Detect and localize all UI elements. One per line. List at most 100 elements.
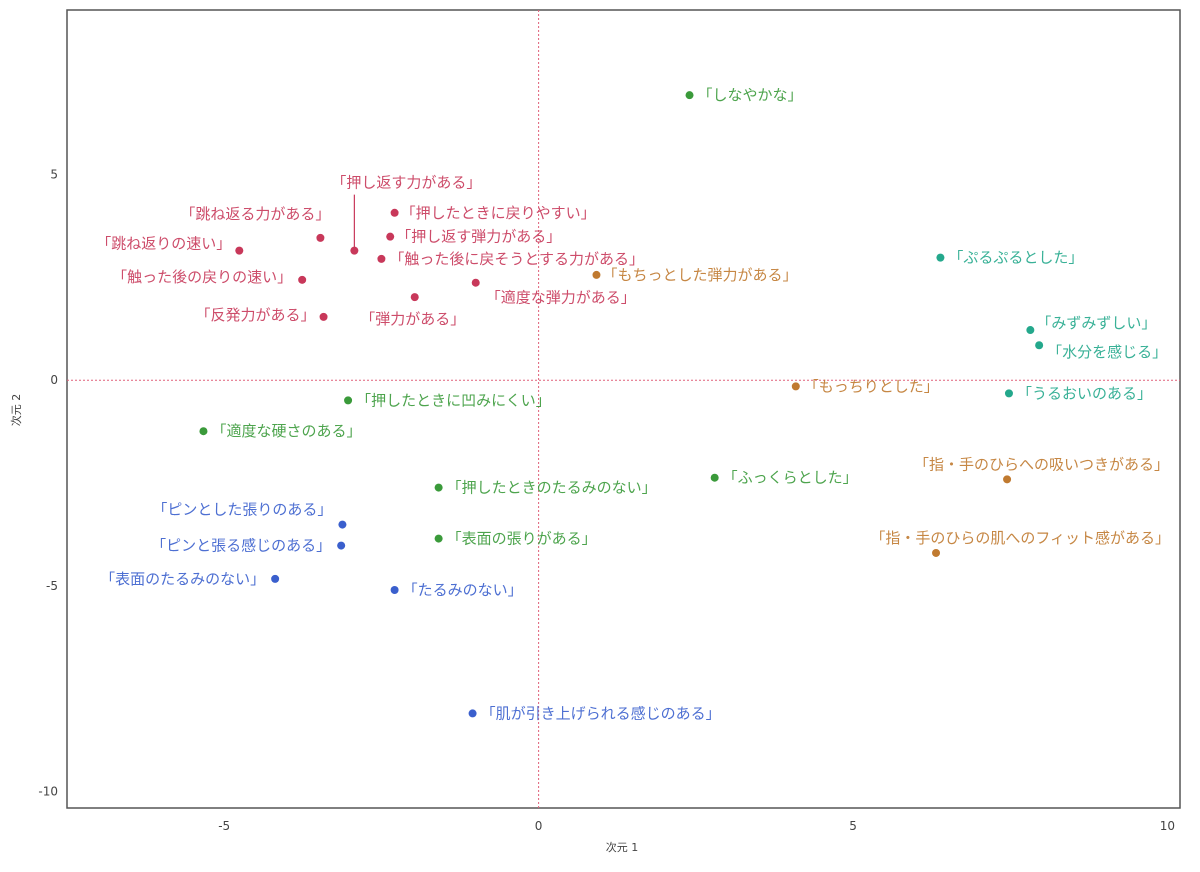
data-point: 「ピンとした張りのある」: [152, 501, 347, 529]
point-marker: [350, 246, 359, 255]
data-point: 「水分を感じる」: [1035, 341, 1167, 361]
data-point: 「押し返す力がある」: [331, 174, 481, 255]
y-tick-label: 5: [50, 168, 58, 182]
data-point: 「指・手のひらへの吸いつきがある」: [914, 455, 1169, 484]
point-label: 「反発力がある」: [196, 306, 316, 324]
point-label: 「ぷるぷるとした」: [948, 249, 1083, 267]
data-point: 「押したときのたるみのない」: [434, 479, 657, 497]
data-point: 「表面のたるみのない」: [100, 570, 280, 588]
data-point: 「みずみずしい」: [1026, 314, 1156, 335]
point-marker: [319, 312, 328, 321]
point-label: 「ふっくらとした」: [723, 469, 858, 487]
point-label: 「押し返す力がある」: [331, 174, 481, 192]
data-point: 「うるおいのある」: [1004, 384, 1152, 402]
point-label: 「たるみのない」: [403, 581, 523, 599]
x-tick-label: -5: [218, 819, 230, 833]
data-point: 「もちっとした弾力がある」: [592, 266, 797, 284]
data-point: 「しなやかな」: [685, 86, 803, 104]
y-tick-label: -5: [46, 579, 58, 593]
point-label: 「ピンと張る感じのある」: [151, 537, 331, 555]
data-point: 「ピンと張る感じのある」: [151, 537, 346, 555]
point-marker: [471, 278, 480, 287]
point-marker: [592, 270, 601, 279]
point-label: 「押したときのたるみのない」: [447, 479, 657, 497]
point-marker: [235, 246, 244, 255]
data-point: 「指・手のひらの肌へのフィット感がある」: [870, 529, 1170, 557]
point-label: 「押したときに戻りやすい」: [401, 204, 596, 222]
data-point: 「触った後の戻りの速い」: [112, 268, 307, 286]
point-marker: [199, 427, 208, 436]
point-label: 「もちっとした弾力がある」: [602, 266, 797, 284]
point-marker: [344, 396, 353, 405]
point-label: 「跳ね返りの速い」: [96, 235, 231, 253]
point-label: 「肌が引き上げられる感じのある」: [481, 704, 721, 722]
data-point: 「触った後に戻そうとする力がある」: [377, 250, 644, 268]
point-marker: [1035, 341, 1044, 350]
point-label: 「触った後の戻りの速い」: [112, 268, 292, 286]
point-marker: [316, 233, 325, 242]
point-label: 「指・手のひらへの吸いつきがある」: [914, 455, 1169, 473]
data-point: 「押したときに凹みにくい」: [344, 391, 551, 409]
axis-ticks: -5 0 5 10 -10 -5 0 5: [38, 168, 1175, 833]
point-marker: [386, 232, 395, 241]
data-point: 「ぷるぷるとした」: [936, 249, 1083, 267]
y-axis-title: 次元 2: [9, 394, 23, 427]
point-marker: [1003, 475, 1012, 484]
point-label: 「水分を感じる」: [1047, 343, 1167, 361]
point-label: 「弾力がある」: [360, 310, 465, 328]
data-point: 「押し返す弾力がある」: [386, 228, 561, 246]
point-marker: [390, 208, 399, 217]
point-label: 「みずみずしい」: [1036, 314, 1156, 332]
point-marker: [298, 275, 307, 284]
point-marker: [932, 548, 941, 557]
point-marker: [434, 483, 443, 492]
point-marker: [410, 293, 419, 302]
point-label: 「跳ね返る力がある」: [180, 205, 330, 223]
data-point: 「表面の張りがある」: [434, 530, 597, 548]
data-points: 「押し返す力がある」「押したときに戻りやすい」 「跳ね返る力がある」「押し返す弾力…: [96, 86, 1170, 722]
point-label: 「押したときに凹みにくい」: [356, 391, 551, 409]
data-point: 「跳ね返りの速い」: [96, 235, 244, 255]
point-label: 「しなやかな」: [698, 86, 803, 104]
point-marker: [685, 91, 694, 100]
x-axis-title: 次元 1: [606, 840, 639, 854]
point-label: 「表面のたるみのない」: [100, 570, 265, 588]
point-marker: [791, 382, 800, 391]
point-marker: [710, 473, 719, 482]
point-label: 「適度な硬さのある」: [211, 422, 361, 440]
point-marker: [936, 253, 945, 262]
point-marker: [468, 709, 477, 718]
point-marker: [434, 534, 443, 543]
point-label: 「ピンとした張りのある」: [152, 501, 332, 519]
x-tick-label: 0: [535, 819, 543, 833]
y-tick-label: -10: [38, 785, 58, 799]
data-point: 「肌が引き上げられる感じのある」: [468, 704, 721, 722]
data-point: 「適度な弾力がある」: [471, 278, 636, 307]
data-point: 「適度な硬さのある」: [199, 422, 361, 440]
point-label: 「触った後に戻そうとする力がある」: [389, 250, 644, 268]
data-point: 「ふっくらとした」: [710, 469, 858, 487]
y-tick-label: 0: [50, 373, 58, 387]
point-marker: [338, 520, 347, 529]
point-label: 「適度な弾力がある」: [486, 289, 636, 307]
point-marker: [1026, 326, 1035, 335]
plot-border: [66, 9, 1181, 809]
data-point: 「反発力がある」: [196, 306, 328, 324]
point-marker: [271, 574, 280, 583]
data-point: 「もっちりとした」: [791, 377, 939, 395]
data-point: 「跳ね返る力がある」: [180, 205, 330, 242]
point-marker: [1004, 389, 1013, 398]
plot-frame: [66, 9, 1181, 809]
point-marker: [377, 254, 386, 263]
point-label: 「うるおいのある」: [1017, 384, 1152, 402]
data-point: 「たるみのない」: [390, 581, 523, 599]
point-label: 「もっちりとした」: [804, 377, 939, 395]
point-label: 「押し返す弾力がある」: [396, 228, 561, 246]
point-marker: [337, 541, 346, 550]
x-tick-label: 5: [849, 819, 857, 833]
x-tick-label: 10: [1160, 819, 1175, 833]
point-label: 「表面の張りがある」: [447, 530, 597, 548]
data-point: 「弾力がある」: [360, 293, 465, 328]
point-label: 「指・手のひらの肌へのフィット感がある」: [870, 529, 1170, 547]
